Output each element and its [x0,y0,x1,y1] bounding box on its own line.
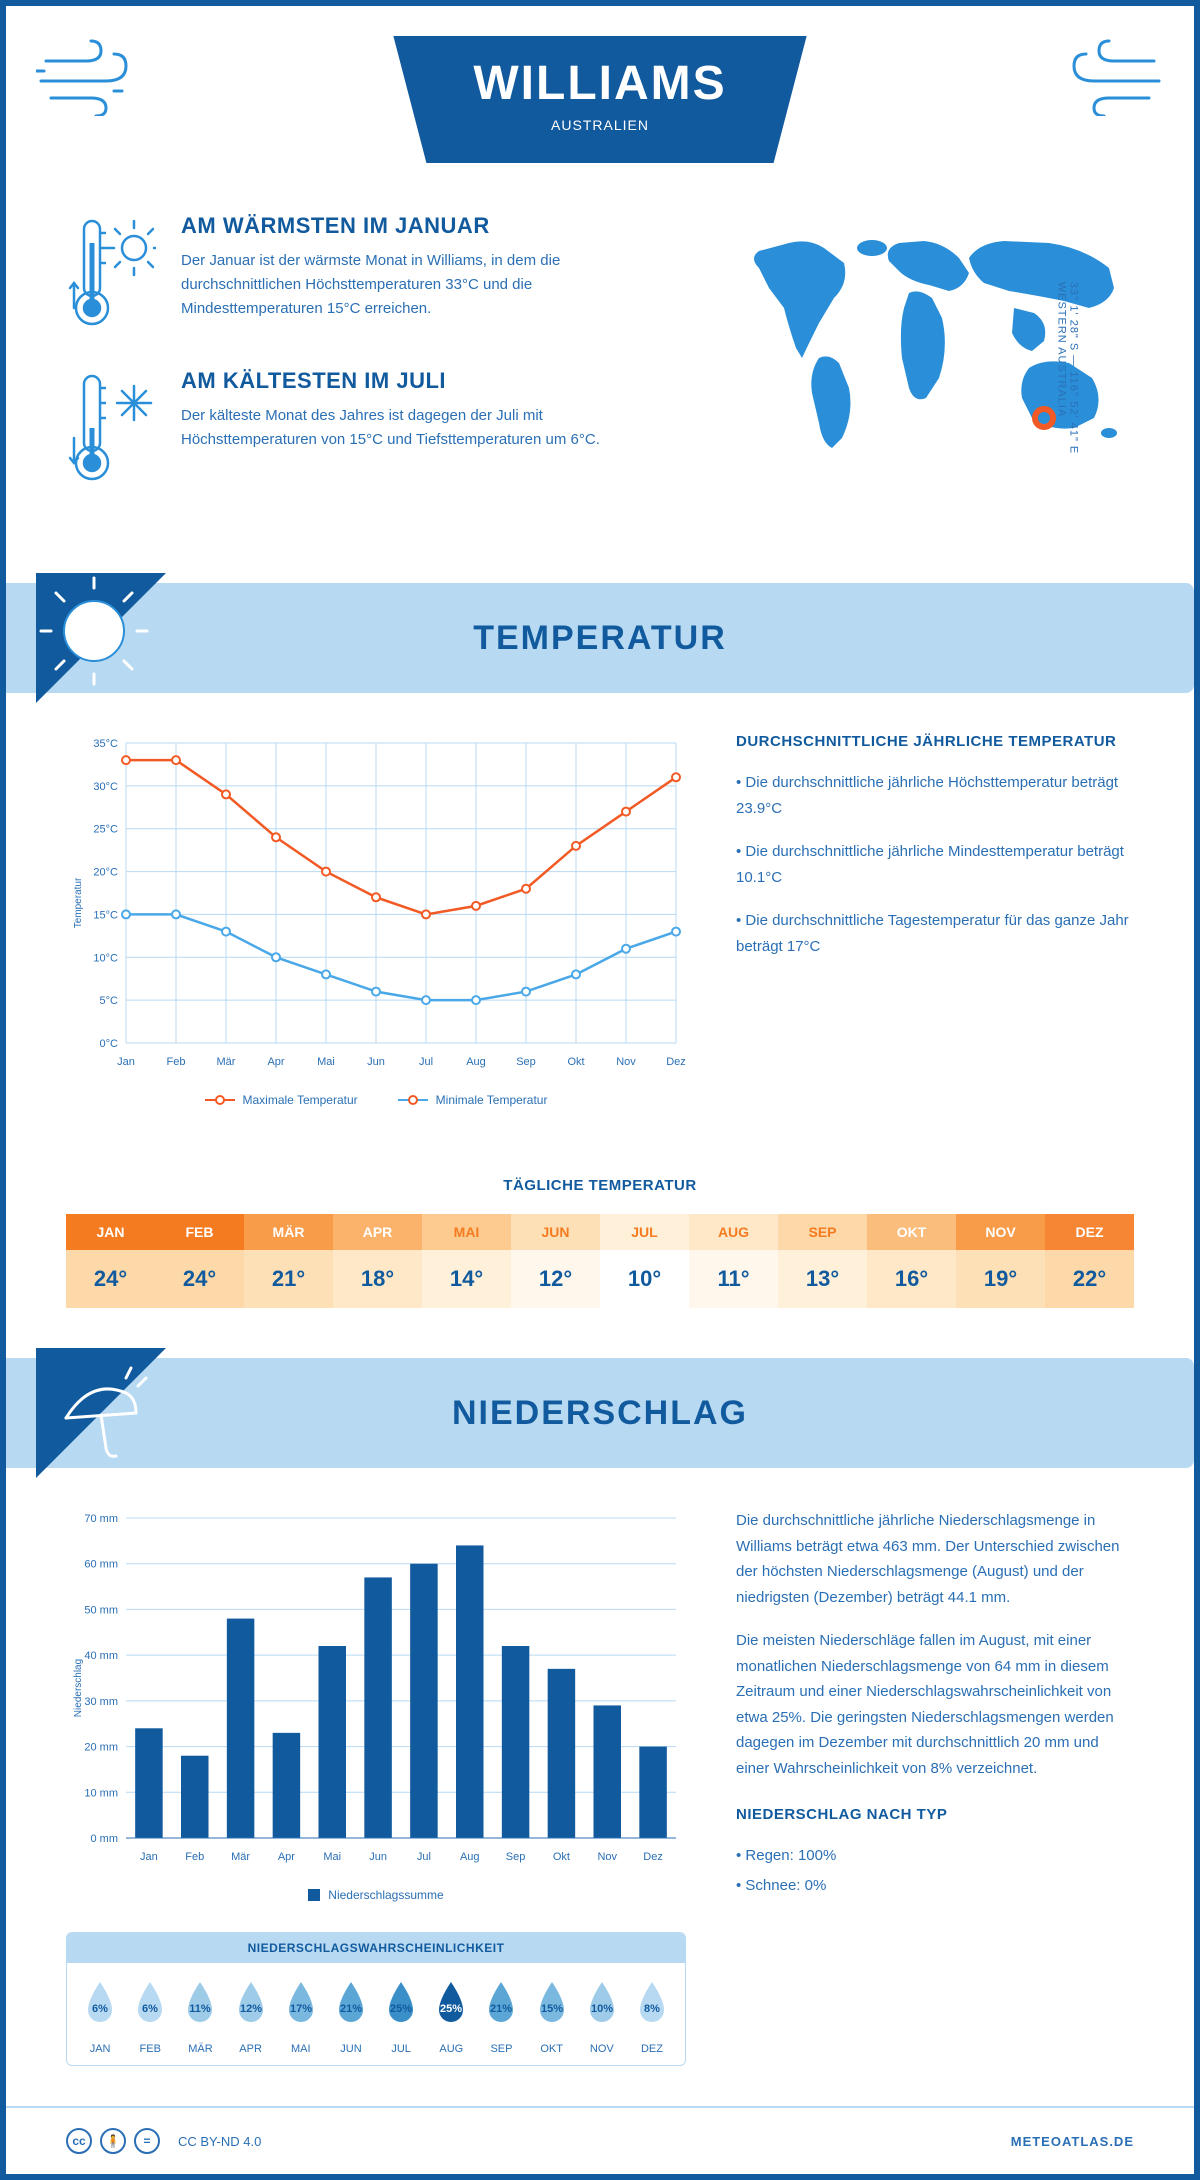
bullet: • Die durchschnittliche jährliche Höchst… [736,770,1134,821]
svg-text:15°C: 15°C [93,909,118,921]
svg-text:Jan: Jan [117,1056,135,1068]
svg-text:21%: 21% [340,2003,362,2015]
svg-text:Aug: Aug [466,1056,486,1068]
fact-text: Der Januar ist der wärmste Monat in Will… [181,249,674,321]
bullet: • Die durchschnittliche Tagestemperatur … [736,908,1134,959]
svg-text:0 mm: 0 mm [91,1833,119,1845]
svg-text:Mär: Mär [231,1851,250,1863]
coords-text: 33° 1' 28" S — 116° 52' 41" E [1068,282,1080,455]
svg-text:Apr: Apr [278,1851,295,1863]
daily-title: TÄGLICHE TEMPERATUR [6,1177,1194,1194]
svg-text:Okt: Okt [567,1056,584,1068]
info-title: DURCHSCHNITTLICHE JÄHRLICHE TEMPERATUR [736,733,1134,750]
section-banner-temp: TEMPERATUR [6,583,1194,693]
svg-text:Feb: Feb [167,1056,186,1068]
svg-text:70 mm: 70 mm [84,1513,118,1525]
svg-text:Sep: Sep [516,1056,536,1068]
svg-text:Nov: Nov [597,1851,617,1863]
svg-text:Jun: Jun [369,1851,387,1863]
cc-icon: cc [66,2128,92,2154]
daily-temp-table: JAN24°FEB24°MÄR21°APR18°MAI14°JUN12°JUL1… [66,1214,1134,1308]
chart-legend: Niederschlagssumme [66,1888,686,1902]
svg-text:10%: 10% [591,2003,613,2015]
svg-text:Mai: Mai [323,1851,341,1863]
svg-text:0°C: 0°C [100,1038,119,1050]
section-banner-precip: NIEDERSCHLAG [6,1358,1194,1468]
svg-text:Jun: Jun [367,1056,385,1068]
svg-text:Nov: Nov [616,1056,636,1068]
precip-text: Die meisten Niederschläge fallen im Augu… [736,1628,1134,1781]
svg-text:10 mm: 10 mm [84,1787,118,1799]
temperature-line-chart: 0°C 5°C 10°C 15°C 20°C 25°C 30°C 35°C Jan Feb Mär A… [66,733,686,1073]
page-subtitle: AUSTRALIEN [473,117,726,133]
svg-text:50 mm: 50 mm [84,1604,118,1616]
svg-text:Niederschlag: Niederschlag [73,1659,84,1717]
svg-text:6%: 6% [92,2003,108,2015]
by-icon: 🧍 [100,2128,126,2154]
svg-text:30 mm: 30 mm [84,1696,118,1708]
svg-text:10°C: 10°C [93,952,118,964]
thermometer-snow-icon [66,368,156,488]
page-title: WILLIAMS [473,56,726,111]
svg-text:Mai: Mai [317,1056,335,1068]
svg-text:40 mm: 40 mm [84,1650,118,1662]
precipitation-probability: NIEDERSCHLAGSWAHRSCHEINLICHKEIT 6%JAN6%F… [66,1932,686,2066]
fact-title: AM KÄLTESTEN IM JULI [181,368,674,394]
svg-text:20 mm: 20 mm [84,1742,118,1754]
svg-text:Apr: Apr [267,1056,284,1068]
svg-text:Okt: Okt [553,1851,570,1863]
svg-text:5°C: 5°C [100,995,119,1007]
svg-text:25°C: 25°C [93,824,118,836]
thermometer-sun-icon [66,213,156,333]
svg-text:60 mm: 60 mm [84,1559,118,1571]
svg-text:Sep: Sep [506,1851,526,1863]
svg-text:20°C: 20°C [93,867,118,879]
umbrella-icon [36,1348,166,1478]
nd-icon: = [134,2128,160,2154]
fact-title: AM WÄRMSTEN IM JANUAR [181,213,674,239]
bullet: • Schnee: 0% [736,1873,1134,1899]
svg-text:Dez: Dez [643,1851,663,1863]
site-name: METEOATLAS.DE [1011,2134,1134,2149]
precip-text: Die durchschnittliche jährliche Niedersc… [736,1508,1134,1610]
svg-text:12%: 12% [240,2003,262,2015]
svg-text:6%: 6% [142,2003,158,2015]
svg-text:8%: 8% [644,2003,660,2015]
svg-text:Mär: Mär [217,1056,236,1068]
section-title: NIEDERSCHLAG [6,1394,1194,1433]
section-title: TEMPERATUR [6,619,1194,658]
svg-text:17%: 17% [290,2003,312,2015]
fact-cold: AM KÄLTESTEN IM JULI Der kälteste Monat … [66,368,674,488]
sun-icon [36,573,166,703]
svg-text:Feb: Feb [185,1851,204,1863]
svg-text:25%: 25% [440,2003,462,2015]
svg-text:35°C: 35°C [93,738,118,750]
license-text: CC BY-ND 4.0 [178,2134,261,2149]
precipitation-bar-chart: 0 mm 10 mm 20 mm 30 mm 40 mm 50 mm 60 mm 70 mm J… [66,1508,686,1868]
region-text: WESTERN AUSTRALIA [1056,282,1068,418]
bullet: • Regen: 100% [736,1843,1134,1869]
svg-text:11%: 11% [190,2003,212,2015]
chart-legend: .legend-sw:nth-child(1)::after{border-co… [66,1093,686,1107]
type-title: NIEDERSCHLAG NACH TYP [736,1806,1134,1823]
wind-icon [36,36,156,116]
svg-text:Jul: Jul [419,1056,433,1068]
svg-text:Jul: Jul [417,1851,431,1863]
svg-text:Dez: Dez [666,1056,686,1068]
svg-text:15%: 15% [541,2003,563,2015]
fact-text: Der kälteste Monat des Jahres ist dagege… [181,404,674,452]
world-map: 33° 1' 28" S — 116° 52' 41" E WESTERN AU… [714,213,1134,523]
footer: cc 🧍 = CC BY-ND 4.0 METEOATLAS.DE [6,2106,1194,2174]
svg-text:21%: 21% [490,2003,512,2015]
svg-text:Temperatur: Temperatur [73,877,84,928]
svg-text:25%: 25% [390,2003,412,2015]
svg-text:30°C: 30°C [93,781,118,793]
wind-icon [1044,36,1164,116]
fact-warm: AM WÄRMSTEN IM JANUAR Der Januar ist der… [66,213,674,333]
bullet: • Die durchschnittliche jährliche Mindes… [736,839,1134,890]
header: WILLIAMS AUSTRALIEN [6,6,1194,213]
svg-text:Jan: Jan [140,1851,158,1863]
svg-text:Aug: Aug [460,1851,480,1863]
